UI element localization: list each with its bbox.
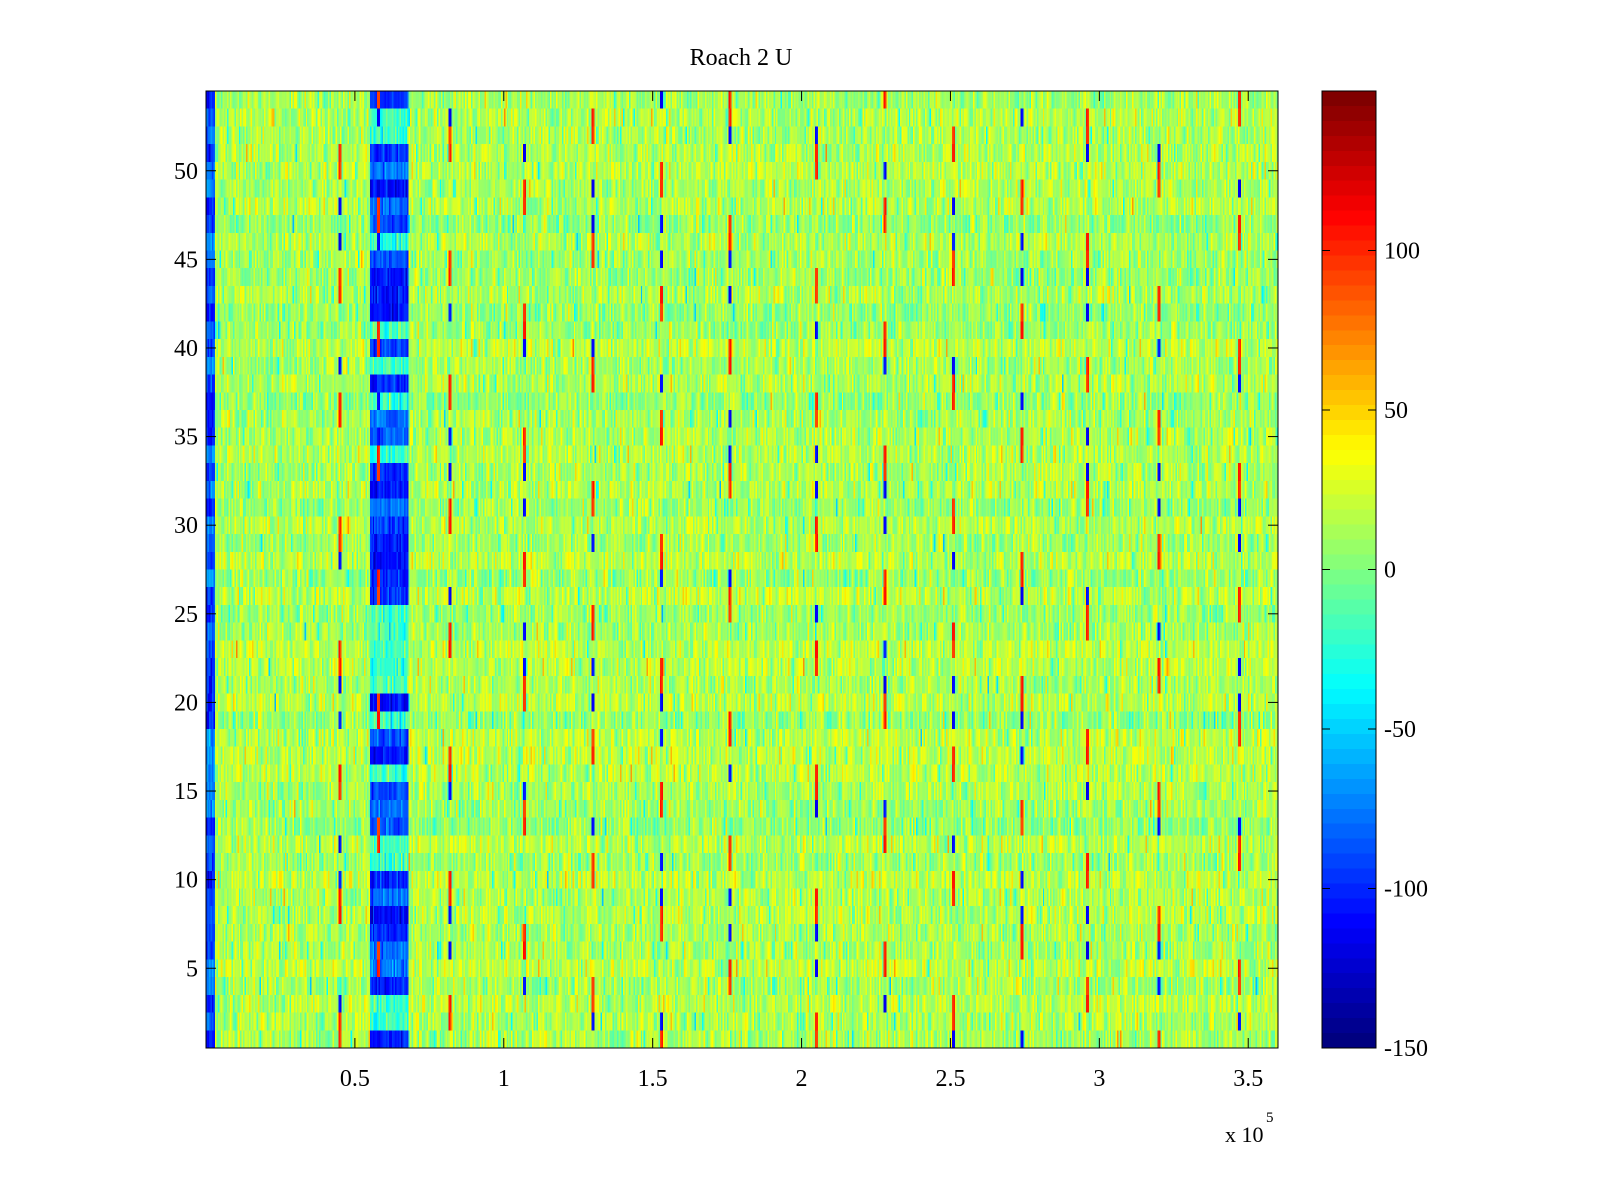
x-tick-label: 1.5 — [638, 1066, 668, 1092]
x-exponent-label: x 10 — [1225, 1122, 1264, 1147]
y-tick-label: 35 — [174, 425, 198, 451]
colorbar-tick-label: 100 — [1384, 239, 1420, 265]
x-tick-label: 0.5 — [340, 1066, 370, 1092]
colorbar-tick-label: -100 — [1384, 877, 1428, 903]
y-tick-label: 45 — [174, 247, 198, 273]
y-tick-label: 40 — [174, 336, 198, 362]
y-tick-label: 5 — [186, 956, 198, 982]
colorbar-tick-label: -150 — [1384, 1036, 1428, 1062]
plot-frame — [205, 90, 1279, 1049]
x-tick-label: 2.5 — [935, 1066, 965, 1092]
y-tick-label: 10 — [174, 868, 198, 894]
x-axis: 0.5 1 1.5 2 2.5 3 3.5 — [340, 91, 1263, 1092]
colorbar-tick-label: 50 — [1384, 398, 1408, 424]
x-tick-label: 1 — [498, 1066, 510, 1092]
x-tick-label: 2 — [796, 1066, 808, 1092]
y-tick-label: 30 — [174, 513, 198, 539]
x-exponent-power: 5 — [1266, 1110, 1274, 1126]
x-tick-label: 3 — [1093, 1066, 1105, 1092]
y-axis: 5 10 15 20 25 30 35 40 45 50 — [174, 159, 1278, 982]
colorbar-axis: 100 50 0 -50 -100 -150 — [1322, 239, 1428, 1062]
colorbar-tick-label: 0 — [1384, 558, 1396, 584]
heatmap-cells — [206, 91, 1278, 1048]
x-tick-label: 3.5 — [1233, 1066, 1263, 1092]
chart-title: Roach 2 U — [690, 45, 793, 71]
y-tick-label: 20 — [174, 690, 198, 716]
colorbar-gradient — [1322, 91, 1376, 1048]
colorbar-tick-label: -50 — [1384, 717, 1416, 743]
y-tick-label: 25 — [174, 602, 198, 628]
y-tick-label: 15 — [174, 779, 198, 805]
y-tick-label: 50 — [174, 159, 198, 185]
